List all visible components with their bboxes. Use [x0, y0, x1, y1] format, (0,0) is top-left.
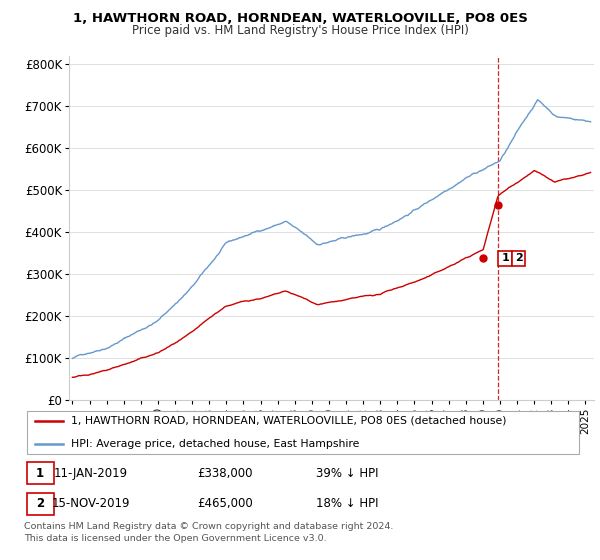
Text: £465,000: £465,000: [197, 497, 253, 510]
Text: 2: 2: [515, 254, 523, 263]
FancyBboxPatch shape: [27, 462, 53, 484]
Text: 1, HAWTHORN ROAD, HORNDEAN, WATERLOOVILLE, PO8 0ES (detached house): 1, HAWTHORN ROAD, HORNDEAN, WATERLOOVILL…: [71, 416, 507, 426]
Text: HPI: Average price, detached house, East Hampshire: HPI: Average price, detached house, East…: [71, 438, 360, 449]
Text: 18% ↓ HPI: 18% ↓ HPI: [316, 497, 379, 510]
Text: 1: 1: [36, 467, 44, 480]
Text: 2: 2: [36, 497, 44, 510]
FancyBboxPatch shape: [27, 493, 53, 515]
Text: 15-NOV-2019: 15-NOV-2019: [52, 497, 130, 510]
Text: Price paid vs. HM Land Registry's House Price Index (HPI): Price paid vs. HM Land Registry's House …: [131, 24, 469, 36]
Text: 1: 1: [501, 254, 509, 263]
FancyBboxPatch shape: [27, 410, 579, 455]
Text: 39% ↓ HPI: 39% ↓ HPI: [316, 467, 379, 480]
Text: £338,000: £338,000: [197, 467, 253, 480]
Text: 1, HAWTHORN ROAD, HORNDEAN, WATERLOOVILLE, PO8 0ES: 1, HAWTHORN ROAD, HORNDEAN, WATERLOOVILL…: [73, 12, 527, 25]
Text: Contains HM Land Registry data © Crown copyright and database right 2024.
This d: Contains HM Land Registry data © Crown c…: [24, 522, 394, 543]
Text: 11-JAN-2019: 11-JAN-2019: [54, 467, 128, 480]
